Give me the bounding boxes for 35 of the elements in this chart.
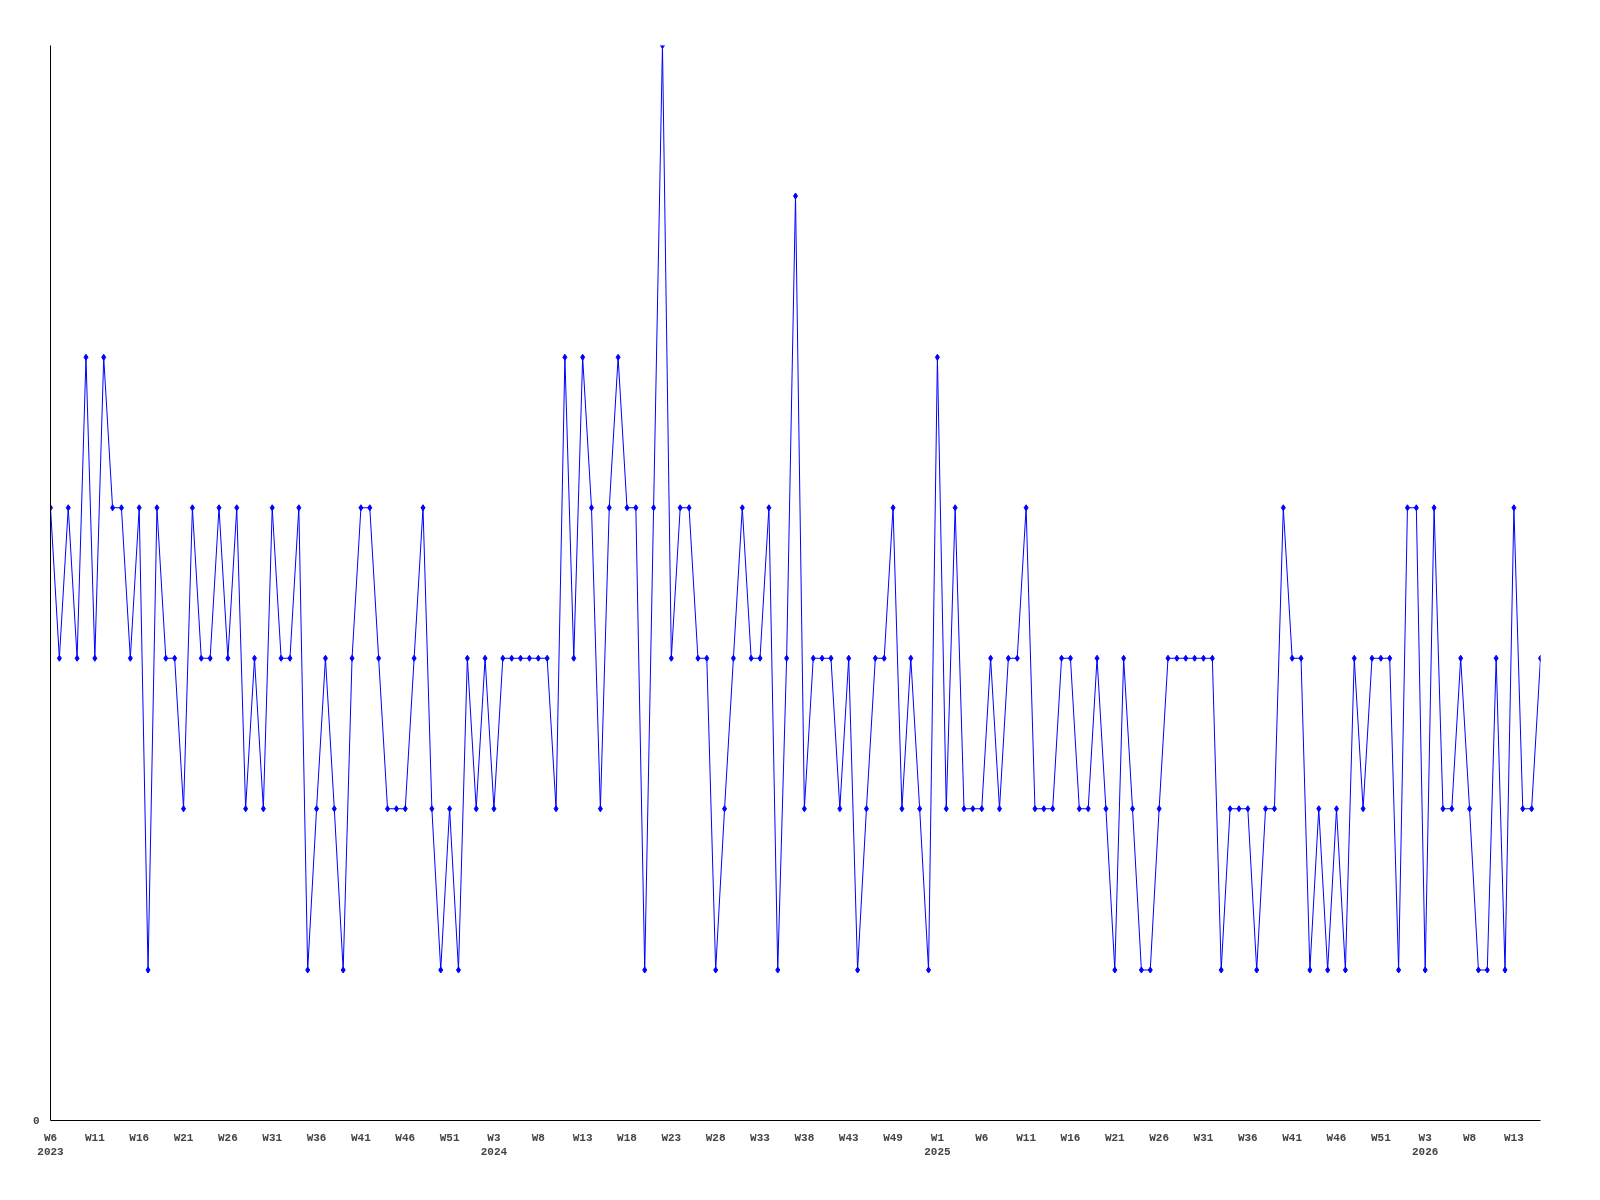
x-tick-label: W33	[750, 1131, 771, 1144]
x-tick-label: W46	[1326, 1131, 1347, 1144]
x-tick-label: W28	[705, 1131, 726, 1144]
x-tick-label: W21	[1104, 1131, 1126, 1144]
x-tick-label: W13	[1503, 1131, 1525, 1144]
x-tick-label: W36	[1237, 1131, 1258, 1144]
x-tick-label: W31	[262, 1131, 283, 1144]
x-tick-label: W36	[306, 1131, 327, 1144]
x-tick-label: W41	[351, 1131, 372, 1144]
x-tick-label: W51	[439, 1131, 460, 1144]
x-tick-label: W49	[883, 1131, 903, 1144]
x-tick-label: W43	[838, 1131, 860, 1144]
x-tick-label: W26	[217, 1131, 238, 1144]
x-tick-label: W16	[129, 1131, 150, 1144]
x-tick-label: W6	[975, 1131, 989, 1144]
x-tick-label: W31	[1193, 1131, 1214, 1144]
x-tick-label: W11	[84, 1131, 106, 1144]
x-tick-label: W46	[395, 1131, 416, 1144]
x-tick-label: W41	[1282, 1131, 1303, 1144]
x-tick-label: W21	[173, 1131, 194, 1144]
x-tick-label: W1 2025	[924, 1131, 952, 1158]
x-tick-label: W38	[794, 1131, 815, 1144]
x-tick-label: W23	[661, 1131, 682, 1144]
x-tick-label: W13	[572, 1131, 593, 1144]
x-tick-label: W3 2026	[1412, 1131, 1439, 1158]
x-tick-label: W6 2023	[37, 1131, 65, 1158]
x-tick-label: W18	[617, 1131, 638, 1144]
x-tick-label: W16	[1060, 1131, 1081, 1144]
x-tick-label: W8	[531, 1131, 546, 1144]
x-tick-label: W3 2024	[480, 1131, 508, 1158]
text: 0	[32, 1115, 40, 1127]
x-tick-label: W8	[1462, 1131, 1477, 1144]
x-tick-label: W51	[1370, 1131, 1392, 1144]
x-tick-label: W26	[1149, 1131, 1170, 1144]
x-tick-label: W11	[1016, 1131, 1037, 1144]
